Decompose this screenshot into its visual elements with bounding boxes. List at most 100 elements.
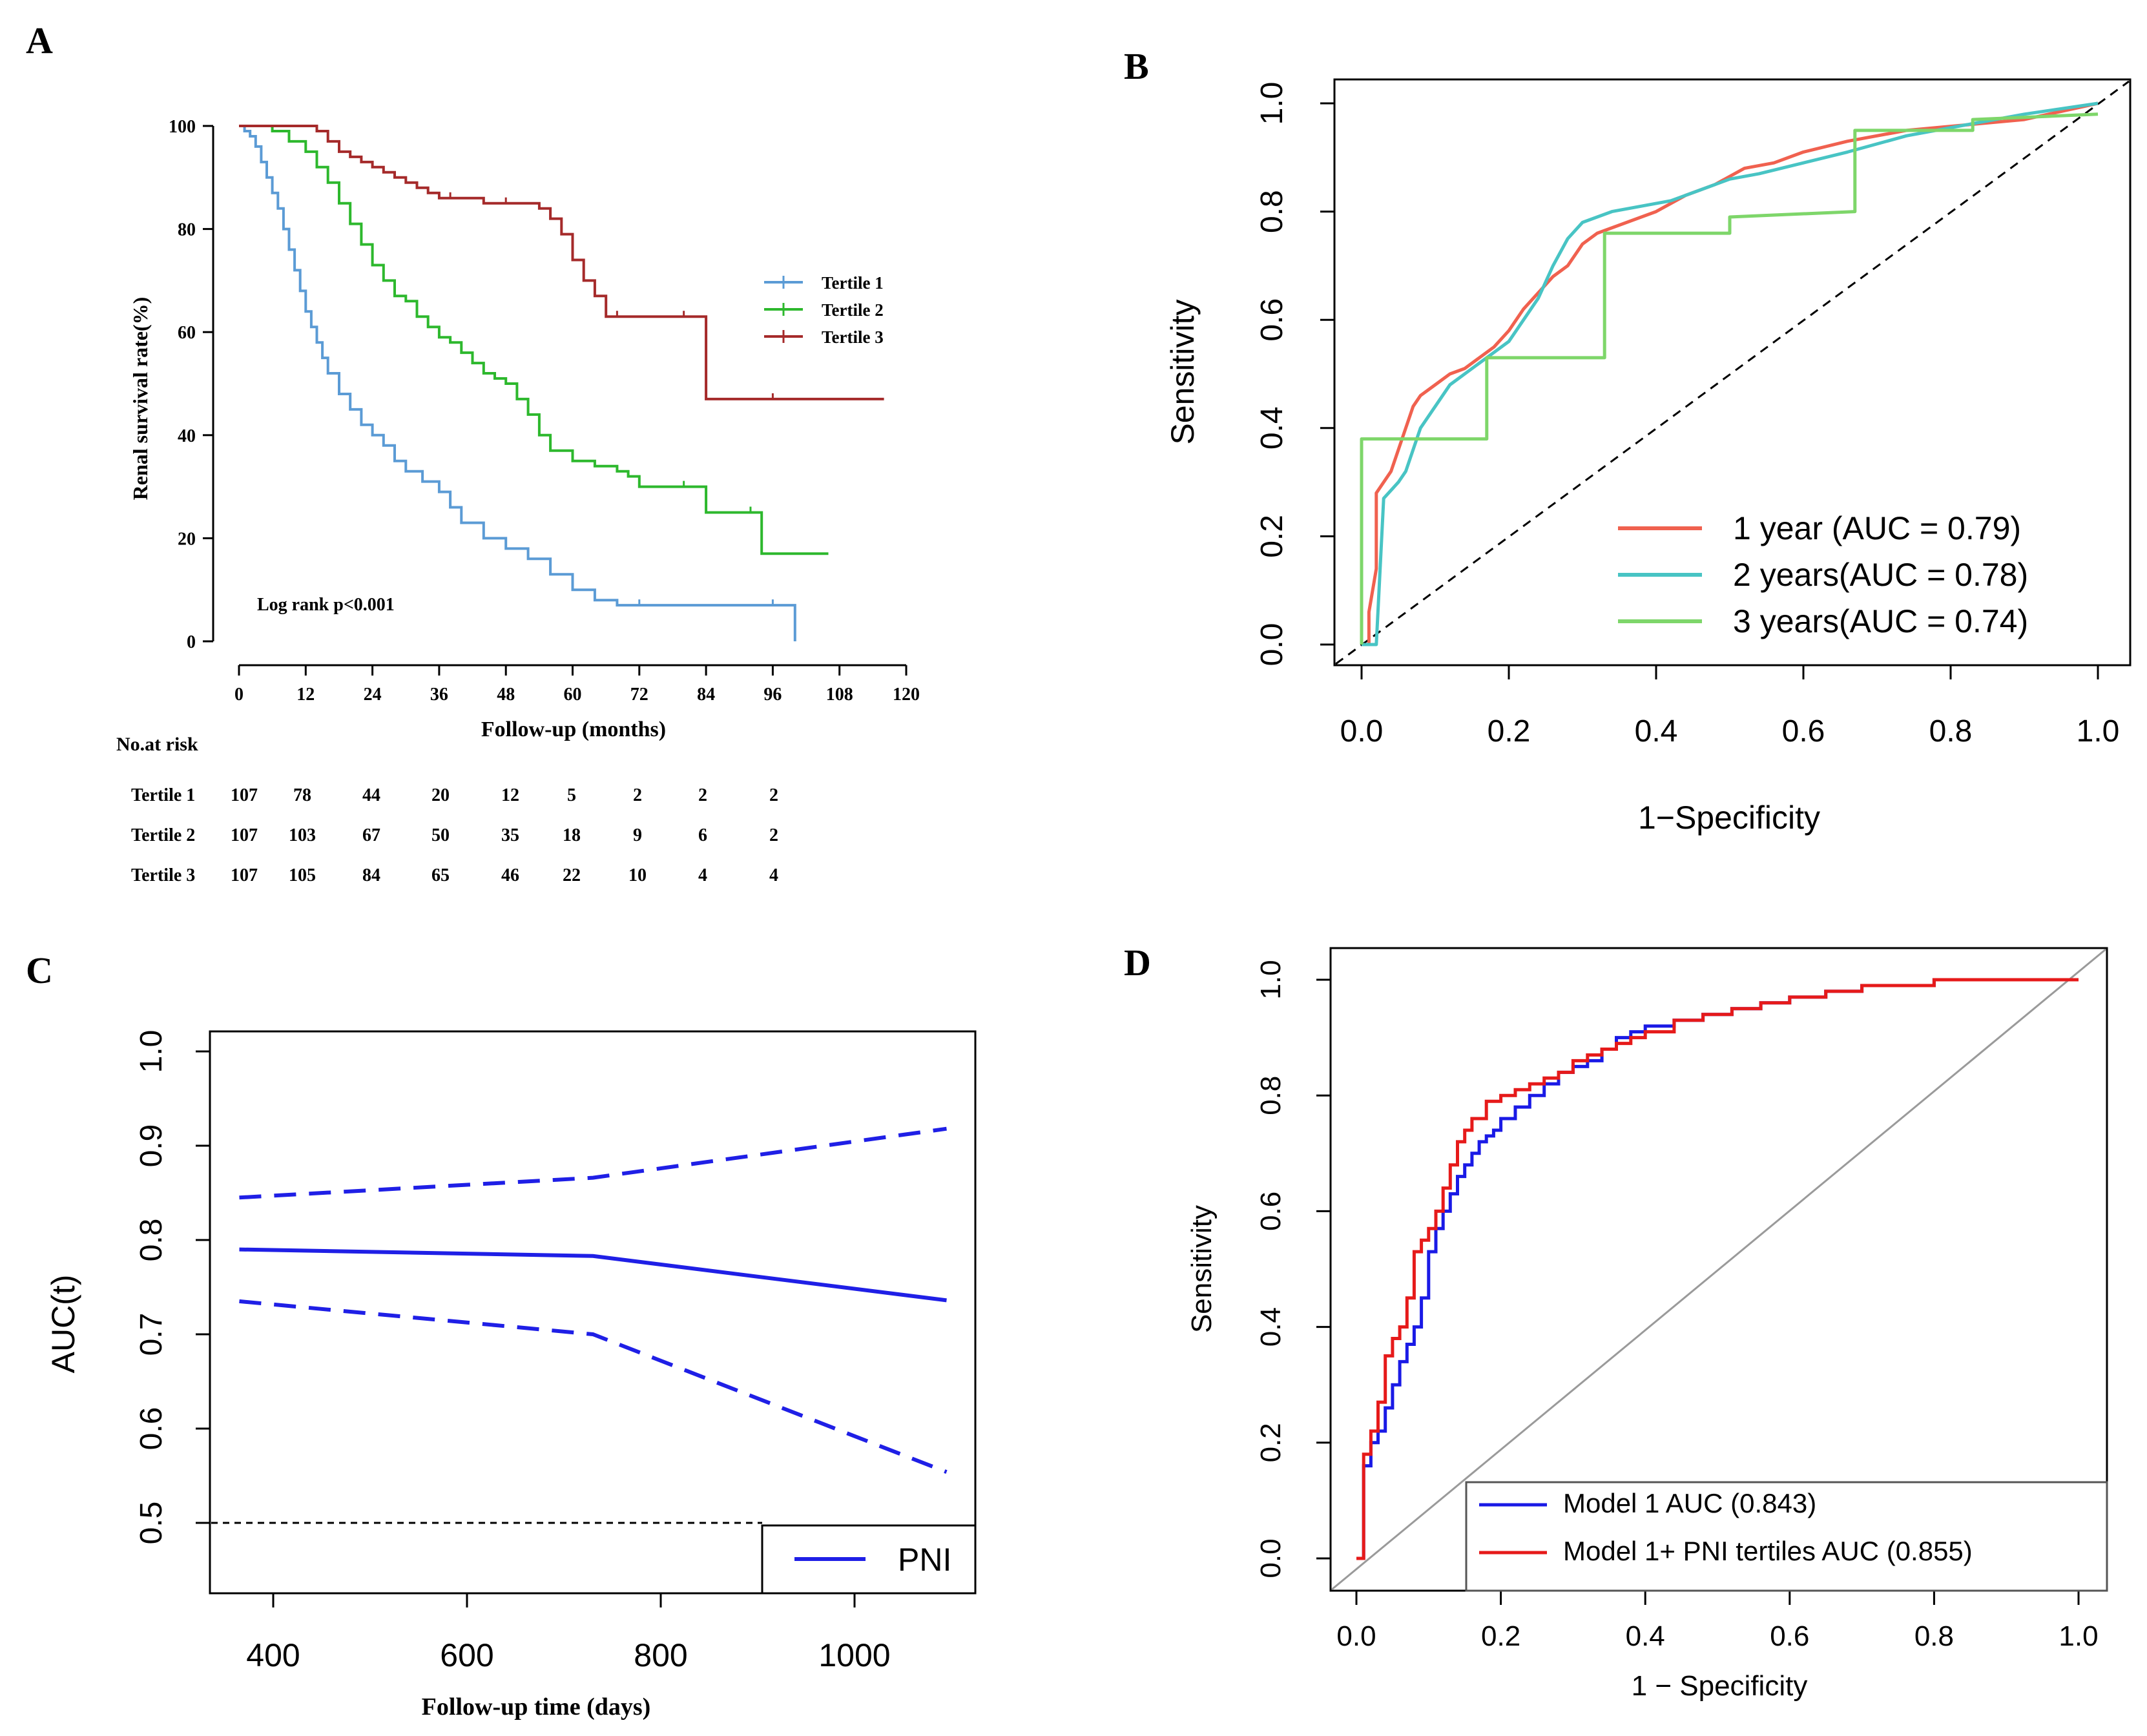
auc-upper-ci bbox=[239, 1126, 947, 1200]
panel-a-y-tick-label: 80 bbox=[178, 220, 196, 240]
panel-a-y-tick-label: 60 bbox=[178, 323, 196, 343]
risk-cell: 22 bbox=[563, 865, 581, 885]
auc-line bbox=[239, 1247, 947, 1303]
panel-c-letter: C bbox=[26, 949, 53, 991]
panel-a-x-ticks: 0 12 24 36 48 60 72 84 96 108 120 bbox=[234, 665, 920, 705]
roc-curve-model1 bbox=[1356, 978, 2079, 1560]
panel-a-legend: Tertile 1 Tertile 2 Tertile 3 bbox=[764, 273, 884, 347]
panel-a-y-tick-label: 20 bbox=[178, 529, 196, 549]
panel-c-legend: PNI bbox=[761, 1524, 977, 1595]
risk-cell: 2 bbox=[769, 785, 778, 805]
auc-lower-ci bbox=[239, 1299, 948, 1474]
roc-curve-model1-pni bbox=[1356, 978, 2079, 1560]
risk-cell: 67 bbox=[362, 825, 380, 845]
panel-a-legend-label: Tertile 3 bbox=[822, 327, 884, 347]
log-rank-annotation: Log rank p<0.001 bbox=[257, 595, 395, 615]
survival-curve-tertile-2 bbox=[239, 125, 829, 555]
survival-curve-tertile-1 bbox=[239, 125, 796, 641]
risk-row-label: Tertile 3 bbox=[131, 865, 195, 885]
panel-b-reference-diagonal bbox=[1335, 80, 2130, 665]
panel-a-x-tick-label: 108 bbox=[826, 685, 853, 705]
risk-cell: 107 bbox=[231, 865, 258, 885]
roc-curve-2 bbox=[1362, 101, 2099, 646]
panel-b-legend-label: 3 years(AUC = 0.74) bbox=[1733, 603, 2028, 639]
risk-cell: 18 bbox=[563, 825, 581, 845]
panel-d-y-ticks: 0.0 0.2 0.4 0.6 0.8 1.0 bbox=[1255, 960, 1331, 1578]
panel-d-legend-label-model1-pni: Model 1+ PNI tertiles AUC (0.855) bbox=[1563, 1536, 1973, 1566]
panel-d-x-tick-label: 0.8 bbox=[1914, 1620, 1954, 1652]
panel-b-letter: B bbox=[1124, 45, 1149, 87]
risk-cell: 2 bbox=[769, 825, 778, 845]
panel-c-y-tick-label: 0.7 bbox=[134, 1313, 169, 1356]
panel-b-x-label: 1−Specificity bbox=[1638, 800, 1820, 836]
panel-a-y-tick-label: 100 bbox=[169, 117, 196, 137]
panel-a-legend-label: Tertile 1 bbox=[822, 273, 884, 293]
panel-d-y-tick-label: 0.6 bbox=[1255, 1192, 1287, 1231]
panel-b-x-tick-label: 0.2 bbox=[1488, 714, 1531, 749]
panel-c-y-tick-label: 0.5 bbox=[134, 1502, 169, 1545]
risk-cell: 12 bbox=[501, 785, 519, 805]
panel-c-y-tick-label: 1.0 bbox=[134, 1030, 169, 1073]
risk-cell: 4 bbox=[769, 865, 778, 885]
panel-a-y-ticks: 0 20 40 60 80 100 bbox=[169, 117, 213, 652]
panel-d: D 0.00.20.40.60.81.0 0.0 0.2 0.4 0.6 0.8 1.0 … bbox=[1124, 942, 2108, 1702]
panel-b-x-tick-label: 0.8 bbox=[1929, 714, 1973, 749]
panel-a-legend-label: Tertile 2 bbox=[822, 300, 884, 320]
risk-cell: 4 bbox=[698, 865, 707, 885]
panel-b-x-tick-label: 1.0 bbox=[2077, 714, 2120, 749]
risk-cell: 10 bbox=[628, 865, 647, 885]
risk-cell: 50 bbox=[431, 825, 450, 845]
panel-d-x-tick-label: 1.0 bbox=[2059, 1620, 2098, 1652]
panel-d-reference-diagonal bbox=[1331, 948, 2106, 1591]
panel-a-x-tick-label: 96 bbox=[763, 685, 782, 705]
risk-row-label: Tertile 2 bbox=[131, 825, 195, 845]
panel-b-y-tick-label: 0.0 bbox=[1255, 623, 1289, 666]
panel-d-letter: D bbox=[1124, 942, 1151, 984]
panel-b-legend: 1 year (AUC = 0.79) 2 years(AUC = 0.78) 3 … bbox=[1618, 510, 2028, 639]
panel-b-y-tick-label: 0.4 bbox=[1255, 406, 1289, 450]
panel-c-y-tick-label: 0.6 bbox=[134, 1407, 169, 1451]
panel-a-x-tick-label: 24 bbox=[364, 685, 382, 705]
panel-d-y-label: Sensitivity bbox=[1186, 1205, 1218, 1333]
panel-d-y-tick-label: 0.0 bbox=[1255, 1538, 1287, 1578]
panel-c-x-tick-label: 1000 bbox=[818, 1637, 890, 1673]
panel-a-x-tick-label: 72 bbox=[630, 685, 648, 705]
panel-c-x-tick-label: 600 bbox=[440, 1637, 493, 1673]
risk-cell: 105 bbox=[289, 865, 316, 885]
panel-b-x-tick-label: 0.4 bbox=[1635, 714, 1678, 749]
panel-c: C 0.5 0.6 0.7 0.8 0.9 1.0 400 600 800 1000 Follo… bbox=[26, 949, 977, 1720]
risk-cell: 44 bbox=[362, 785, 380, 805]
panel-b-roc-curves bbox=[1360, 101, 2099, 646]
panel-b-plot-box bbox=[1333, 78, 2131, 666]
panel-b-x-ticks: 0.0 0.2 0.4 0.6 0.8 1.0 bbox=[1340, 665, 2120, 749]
panel-c-y-tick-label: 0.8 bbox=[134, 1219, 169, 1262]
panel-a-x-tick-label: 12 bbox=[296, 685, 315, 705]
panel-b-y-ticks: 0.0 0.2 0.4 0.6 0.8 1.0 bbox=[1255, 82, 1334, 666]
panel-d-roc-curves bbox=[1356, 978, 2079, 1560]
panel-c-auc-curves bbox=[239, 1126, 948, 1474]
panel-c-y-ticks: 0.5 0.6 0.7 0.8 0.9 1.0 bbox=[134, 1030, 210, 1545]
panel-a-survival-curves bbox=[239, 125, 884, 641]
panel-a-x-tick-label: 60 bbox=[564, 685, 582, 705]
panel-a-x-tick-label: 36 bbox=[430, 685, 448, 705]
risk-cell: 65 bbox=[431, 865, 450, 885]
panel-c-y-tick-label: 0.9 bbox=[134, 1124, 169, 1168]
panel-d-x-ticks: 0.0 0.2 0.4 0.6 0.8 1.0 bbox=[1336, 1591, 2099, 1652]
risk-cell: 5 bbox=[567, 785, 576, 805]
panel-b-y-tick-label: 1.0 bbox=[1255, 82, 1289, 125]
panel-a-x-label: Follow-up (months) bbox=[481, 718, 666, 741]
panel-c-x-tick-label: 400 bbox=[246, 1637, 300, 1673]
risk-cell: 107 bbox=[231, 785, 258, 805]
panel-c-x-ticks: 400 600 800 1000 bbox=[246, 1593, 891, 1673]
panel-a-letter: A bbox=[26, 19, 53, 61]
panel-d-x-tick-label: 0.0 bbox=[1336, 1620, 1376, 1652]
panel-b: B 0.00.20.40.60.81.0 0.0 0.2 0.4 0.6 0.8 1.0 … bbox=[1124, 45, 2131, 836]
risk-cell: 46 bbox=[501, 865, 519, 885]
panel-d-y-tick-label: 1.0 bbox=[1255, 960, 1287, 999]
survival-curve-tertile-3 bbox=[239, 125, 884, 400]
risk-cell: 9 bbox=[633, 825, 642, 845]
panel-c-legend-label: PNI bbox=[898, 1542, 951, 1578]
panel-c-y-label: AUC(t) bbox=[45, 1275, 81, 1374]
roc-curve-1 bbox=[1362, 101, 2099, 646]
panel-d-legend-label-model1: Model 1 AUC (0.843) bbox=[1563, 1488, 1816, 1518]
